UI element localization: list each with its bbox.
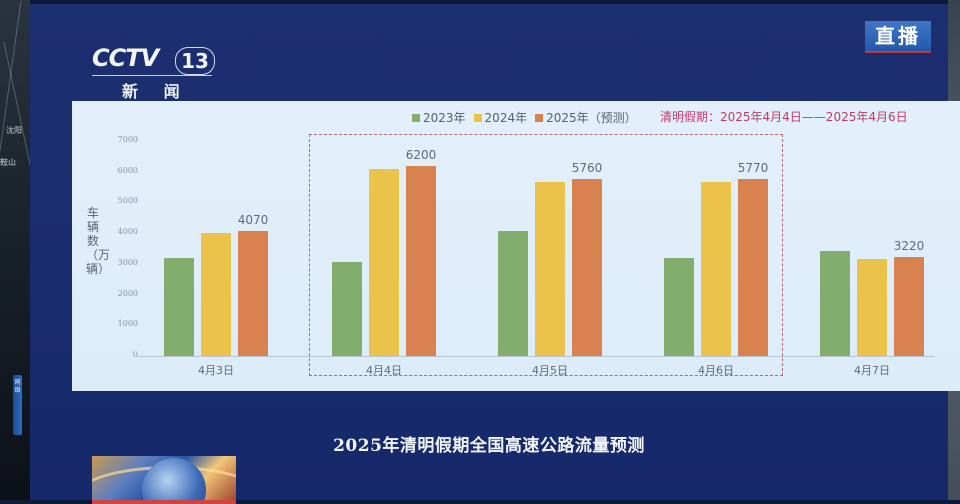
bar-2025年（预测）: [572, 179, 602, 356]
bar-value-label: 3220: [893, 239, 925, 254]
holiday-highlight-box: [309, 134, 783, 376]
channel-number: 13: [175, 47, 215, 75]
globe-icon: [142, 458, 206, 504]
legend-label: 2023年: [423, 111, 466, 125]
y-tick-label: 2000: [117, 288, 138, 298]
channel-logo-text: CCTV: [92, 44, 159, 72]
chart-panel: 2023年 2024年 2025年（预测） 清明假期：2025年4月4日——2025…: [72, 101, 960, 391]
bar-2024年: [701, 181, 731, 356]
map-label: 沈阳: [6, 126, 22, 135]
legend-item: 2025年（预测）: [535, 109, 637, 126]
y-tick-label: 1000: [117, 319, 138, 329]
cctv13-logo: CCTV 13 新 闻: [92, 44, 217, 104]
channel-name: 新 闻: [122, 82, 190, 101]
x-category-label: 4月6日: [698, 364, 734, 377]
legend-item: 2023年: [412, 109, 466, 126]
legend-swatch-icon: [473, 113, 482, 122]
news-thumbnail: [92, 456, 236, 504]
bar-2024年: [369, 168, 399, 356]
bar-value-label: 6200: [405, 147, 437, 162]
x-axis-line: [138, 356, 934, 357]
map-label: 鞍山: [0, 158, 16, 167]
bar-2023年: [664, 257, 694, 356]
y-axis-title: 车辆数（万辆）: [86, 206, 111, 276]
map-road-line: [0, 0, 22, 180]
logo-underline: [92, 75, 212, 76]
bar-2023年: [820, 250, 850, 356]
bar-2024年: [857, 258, 887, 356]
bar-value-label: 5770: [737, 160, 769, 175]
y-tick-label: 3000: [117, 257, 138, 267]
y-tick-label: 6000: [117, 165, 138, 175]
bar-2023年: [498, 230, 528, 356]
x-category-label: 4月4日: [366, 364, 402, 377]
legend-item: 2024年: [473, 109, 528, 126]
y-tick-label: 0: [132, 350, 138, 359]
thumbnail-bar: [92, 500, 236, 504]
bar-2024年: [535, 182, 565, 356]
x-category-label: 4月3日: [198, 364, 234, 377]
map-road-line: [3, 41, 30, 199]
broadcast-screen: CCTV 13 新 闻 直播 2023年 2024年 2025年（预测） 清明假期：…: [30, 4, 960, 504]
background-map-strip: 沈阳 鞍山 网络: [0, 0, 30, 500]
holiday-note: 清明假期：2025年4月4日——2025年4月6日: [660, 110, 908, 124]
legend-label: 2025年（预测）: [546, 111, 637, 125]
legend-swatch-icon: [535, 113, 544, 122]
y-tick-label: 5000: [117, 196, 138, 206]
live-badge: 直播: [865, 21, 931, 53]
bar-2023年: [332, 262, 362, 356]
y-tick-label: 7000: [117, 135, 138, 144]
side-tab[interactable]: 网络: [13, 375, 22, 435]
chart-legend: 2023年 2024年 2025年（预测）: [412, 109, 637, 126]
bar-2023年: [164, 257, 194, 356]
bar-2025年（预测）: [238, 230, 268, 356]
bar-2024年: [201, 232, 231, 356]
legend-swatch-icon: [412, 113, 420, 122]
bar-value-label: 4070: [237, 212, 269, 227]
bar-2025年（预测）: [738, 178, 768, 356]
y-tick-label: 4000: [117, 227, 138, 237]
chart-caption: 2025年清明假期全国高速公路流量预测: [333, 436, 645, 456]
bar-2025年（预测）: [894, 257, 924, 356]
x-category-label: 4月5日: [532, 364, 568, 377]
x-category-label: 4月7日: [854, 364, 890, 377]
bar-value-label: 5760: [571, 161, 603, 176]
legend-label: 2024年: [484, 111, 528, 125]
bar-2025年（预测）: [406, 165, 436, 356]
